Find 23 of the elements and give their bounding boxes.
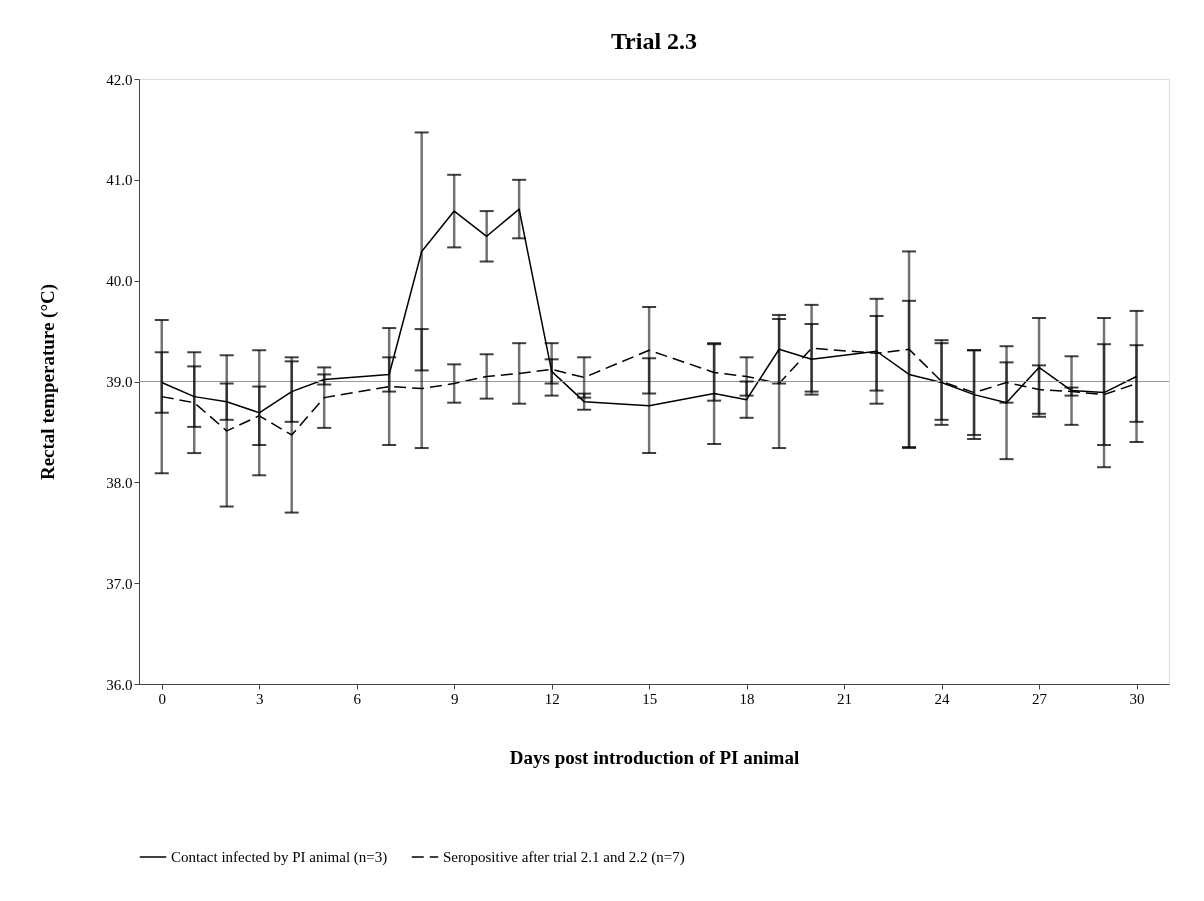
- x-tick-label: 27: [1032, 690, 1048, 707]
- y-tick-label: 42.0: [106, 71, 133, 88]
- legend-label: Contact infected by PI animal (n=3): [171, 849, 388, 866]
- x-axis-title: Days post introduction of PI animal: [509, 746, 800, 768]
- x-tick-label: 6: [353, 690, 362, 707]
- x-tick-label: 12: [544, 690, 560, 707]
- x-tick-label: 0: [158, 690, 166, 707]
- x-tick-label: 9: [450, 690, 459, 707]
- x-tick-label: 21: [837, 690, 853, 707]
- x-tick-label: 15: [642, 690, 658, 707]
- legend-label: Seropositive after trial 2.1 and 2.2 (n=7): [443, 849, 685, 866]
- y-tick-label: 40.0: [106, 273, 133, 290]
- chart-title: Trial 2.3: [610, 28, 698, 54]
- y-tick-label: 39.0: [106, 374, 133, 390]
- y-tick-label: 36.0: [106, 676, 133, 693]
- x-tick-label: 3: [255, 690, 264, 707]
- y-tick-label: 41.0: [106, 172, 133, 189]
- x-tick-label: 18: [739, 690, 755, 707]
- y-tick-label: 38.0: [106, 474, 133, 491]
- x-tick-label: 30: [1129, 690, 1145, 707]
- y-axis-title: Rectal temperature (°C): [37, 283, 60, 481]
- y-tick-label: 37.0: [106, 575, 133, 592]
- x-tick-label: 24: [934, 690, 951, 707]
